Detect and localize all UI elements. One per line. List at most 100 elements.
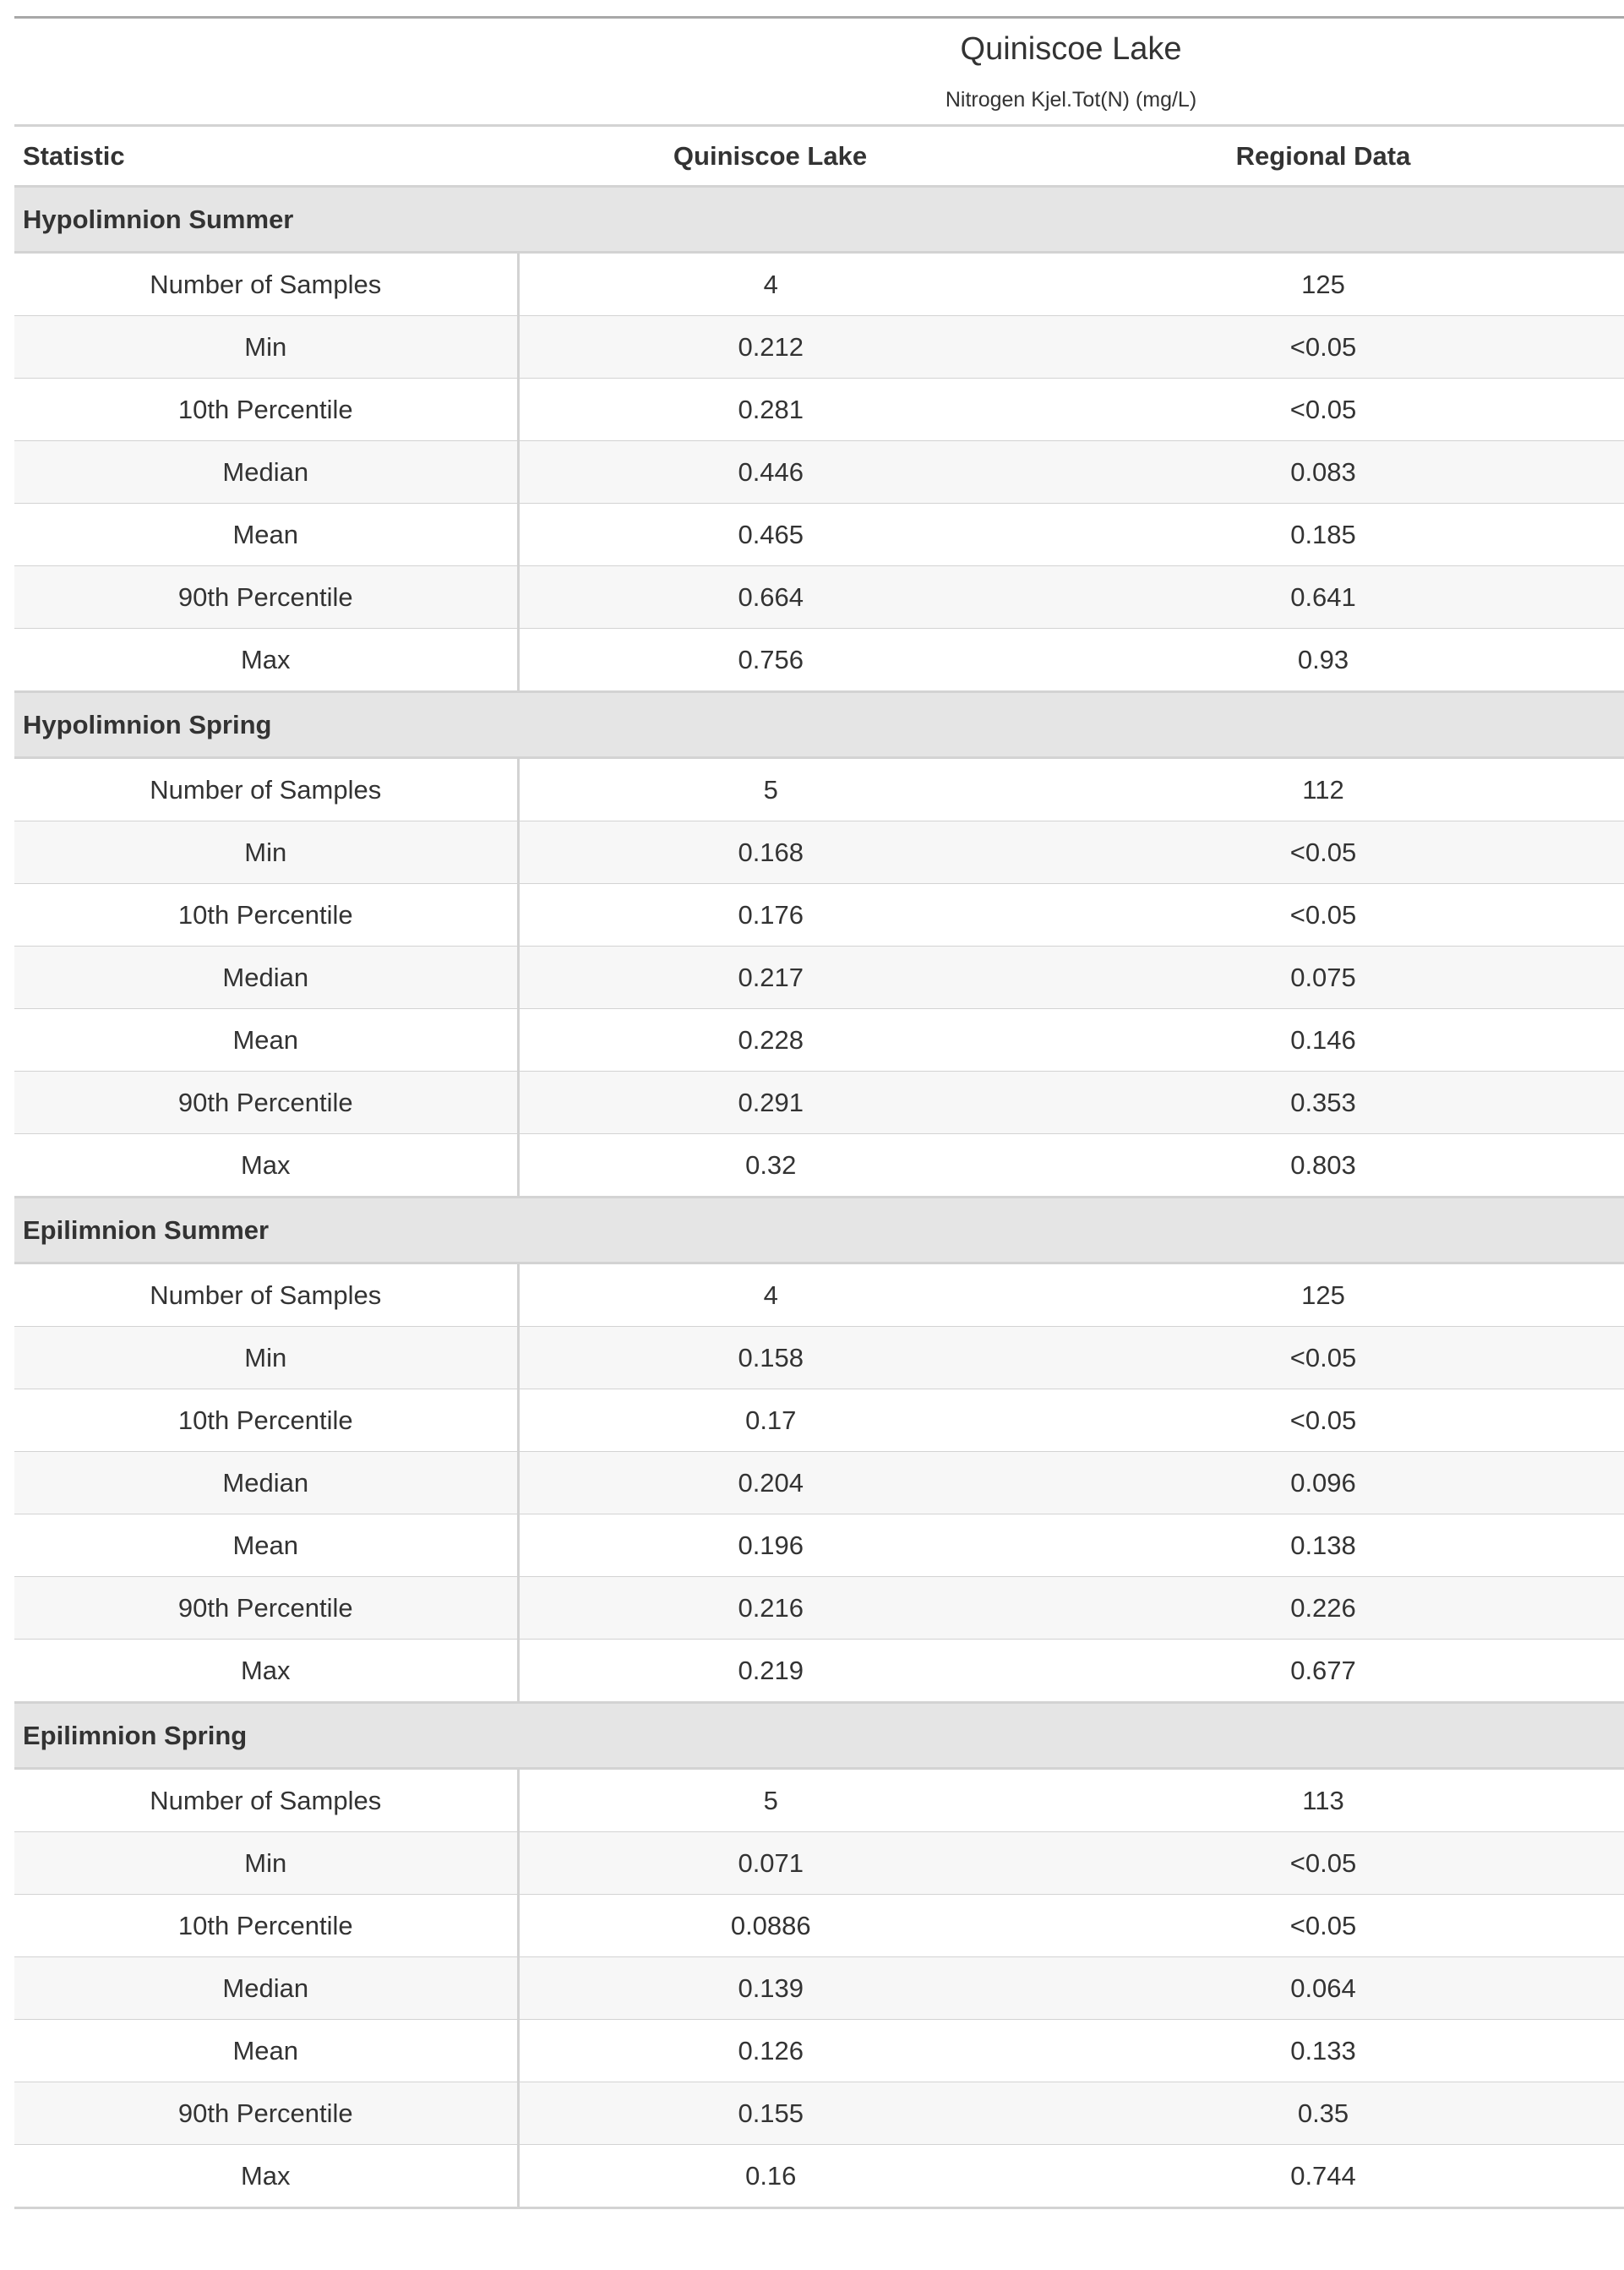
lake-value-cell: 0.465 [518,503,1022,566]
statistic-cell: 10th Percentile [14,1894,520,1957]
lake-value-cell: 0.219 [518,1639,1022,1703]
regional-value-cell: 0.93 [1022,628,1624,692]
lake-value-cell: 5 [763,774,778,805]
table-row: 90th Percentile 0.155 0.35 [14,2082,1624,2145]
regional-value-cell: 0.803 [1022,1133,1624,1198]
regional-value-cell: 113 [1302,1785,1344,1815]
lake-value-cell: 0.664 [518,565,1022,629]
regional-value-cell: <0.05 [1022,378,1624,441]
regional-value-cell: 0.146 [1022,1008,1624,1072]
table-row: 90th Percentile 0.291 0.353 [14,1071,1624,1134]
statistic-cell: Min [14,1831,520,1895]
group-header-row: Hypolimnion Summer [14,185,1624,254]
lake-value-cell: 0.158 [518,1326,1022,1389]
table-row: 10th Percentile 0.176 <0.05 [14,883,1624,947]
lake-value-cell: 0.216 [518,1576,1022,1640]
regional-value-cell: 0.641 [1022,565,1624,629]
statistic-cell: Median [14,1451,520,1514]
lake-value-cell: 0.196 [518,1514,1022,1577]
group-label: Epilimnion Summer [14,1196,1624,1264]
group-header-row: Epilimnion Summer [14,1196,1624,1264]
regional-value-cell: 0.35 [1022,2082,1624,2145]
statistic-cell: 10th Percentile [14,883,520,947]
lake-value-cell: 0.0886 [518,1894,1022,1957]
table-body: Hypolimnion Summer Number of Samples 4 125 M… [14,185,1624,2209]
regional-value-cell: 0.083 [1022,440,1624,504]
statistic-cell: 90th Percentile [14,2082,520,2145]
group-label: Hypolimnion Spring [14,690,1624,759]
table-row: Min 0.168 <0.05 [14,821,1624,884]
regional-value-cell: 0.677 [1022,1639,1624,1703]
statistic-cell: Min [14,821,520,884]
table-row: 90th Percentile 0.216 0.226 [14,1576,1624,1640]
lake-value-cell: 0.204 [518,1451,1022,1514]
statistic-cell: 90th Percentile [14,565,520,629]
statistic-cell: Median [14,440,520,504]
table-row: Median 0.446 0.083 [14,440,1624,504]
statistic-cell: Max [14,2144,520,2209]
regional-value-cell: 0.064 [1022,1956,1624,2020]
statistic-cell: Number of Samples [14,757,520,821]
table-row: 10th Percentile 0.0886 <0.05 [14,1894,1624,1957]
table-row: Max 0.16 0.744 [14,2144,1624,2209]
statistic-cell: Number of Samples [14,252,520,316]
table-row: Min 0.158 <0.05 [14,1326,1624,1389]
statistic-cell: Max [14,628,520,692]
table-row: 90th Percentile 0.664 0.641 [14,565,1624,629]
statistic-cell: Mean [14,1008,520,1072]
regional-value-cell: 0.353 [1022,1071,1624,1134]
table-row: Median 0.204 0.096 [14,1451,1624,1514]
regional-value-cell: <0.05 [1022,1894,1624,1957]
statistic-cell: 10th Percentile [14,378,520,441]
table-title-row: Quiniscoe Lake Nitrogen Kjel.Tot(N) (mg/… [14,16,1624,127]
table-row: 10th Percentile 0.17 <0.05 [14,1389,1624,1452]
lake-value-cell: 0.212 [518,315,1022,379]
statistic-cell: Mean [14,1514,520,1577]
table-row: Mean 0.126 0.133 [14,2019,1624,2082]
statistics-table-container: Quiniscoe Lake Nitrogen Kjel.Tot(N) (mg/… [14,16,1624,2209]
statistic-cell: Mean [14,2019,520,2082]
lake-value-cell: 0.217 [518,946,1022,1009]
column-header-row: Statistic Quiniscoe Lake Regional Data [14,125,1624,188]
lake-value-cell: 0.756 [518,628,1022,692]
statistics-table: Quiniscoe Lake Nitrogen Kjel.Tot(N) (mg/… [14,16,1624,2209]
regional-value-cell: 125 [1301,269,1345,299]
lake-value-cell: 0.281 [518,378,1022,441]
table-row: Median 0.217 0.075 [14,946,1624,1009]
lake-value-cell: 0.071 [518,1831,1022,1895]
lake-value-cell: 0.16 [518,2144,1022,2209]
lake-value-cell: 5 [763,1785,778,1815]
table-row: Mean 0.196 0.138 [14,1514,1624,1577]
regional-value-cell: 0.075 [1022,946,1624,1009]
column-header-regional: Regional Data [1022,125,1624,188]
table-row: 10th Percentile 0.281 <0.05 [14,378,1624,441]
table-row: Number of Samples 5 113 [14,1768,1624,1832]
lake-value-cell: 0.291 [518,1071,1022,1134]
lake-value-cell: 0.17 [518,1389,1022,1452]
lake-value-cell: 0.32 [518,1133,1022,1198]
regional-value-cell: <0.05 [1022,883,1624,947]
regional-value-cell: <0.05 [1022,1389,1624,1452]
statistic-cell: Median [14,1956,520,2020]
lake-value-cell: 0.168 [518,821,1022,884]
statistic-cell: 90th Percentile [14,1071,520,1134]
table-row: Mean 0.228 0.146 [14,1008,1624,1072]
regional-value-cell: 0.138 [1022,1514,1624,1577]
column-header-lake: Quiniscoe Lake [518,125,1022,188]
group-header-row: Hypolimnion Spring [14,690,1624,759]
regional-value-cell: 0.744 [1022,2144,1624,2209]
statistic-cell: Min [14,1326,520,1389]
regional-value-cell: <0.05 [1022,315,1624,379]
lake-value-cell: 4 [763,269,778,299]
table-row: Min 0.071 <0.05 [14,1831,1624,1895]
regional-value-cell: 0.185 [1022,503,1624,566]
statistic-cell: 90th Percentile [14,1576,520,1640]
table-row: Number of Samples 5 112 [14,757,1624,821]
regional-value-cell: <0.05 [1022,821,1624,884]
table-row: Median 0.139 0.064 [14,1956,1624,2020]
group-header-row: Epilimnion Spring [14,1701,1624,1770]
table-row: Max 0.756 0.93 [14,628,1624,692]
lake-value-cell: 0.155 [518,2082,1022,2145]
lake-value-cell: 0.126 [518,2019,1022,2082]
regional-value-cell: 112 [1302,774,1344,805]
